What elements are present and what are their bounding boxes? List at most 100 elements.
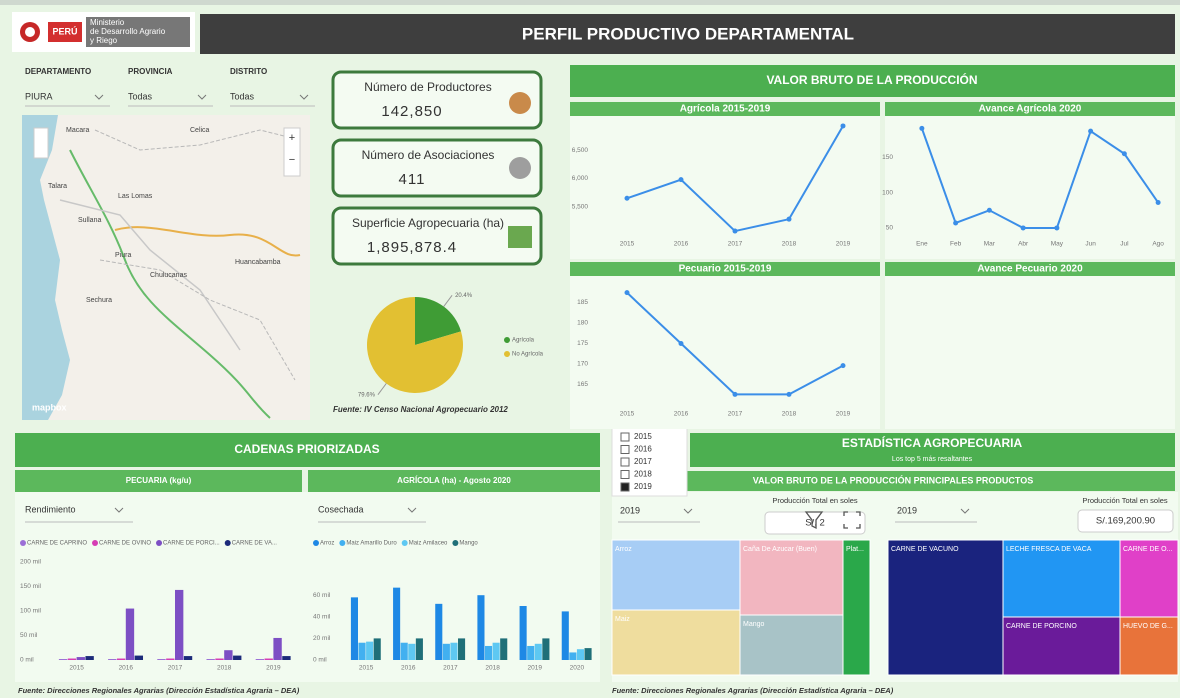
legend-label: Mango (459, 541, 478, 547)
legend-label: CARNE DE PORCI... (163, 541, 220, 547)
page-title: PERFIL PRODUCTIVO DEPARTAMENTAL (522, 24, 854, 43)
point (625, 196, 630, 201)
crest-inner (25, 27, 35, 37)
y-tick-label: 0 mil (313, 657, 327, 664)
map-place: Piura (115, 252, 131, 259)
bar (527, 646, 534, 660)
checkbox[interactable] (621, 471, 629, 479)
bar (477, 595, 484, 660)
filter-value: PIURA (25, 91, 53, 101)
bar (175, 590, 183, 660)
zoom-in[interactable]: + (289, 132, 295, 144)
tile-label: CARNE DE O... (1123, 546, 1172, 553)
source: Fuente: IV Censo Nacional Agropecuario 2… (333, 405, 508, 414)
legend-swatch (402, 540, 408, 546)
ministry-line: de Desarrollo Agrario (90, 27, 166, 36)
x-tick-label: 2017 (728, 411, 743, 418)
checkbox[interactable] (621, 458, 629, 466)
bar (374, 638, 381, 660)
kpi-value: 142,850 (381, 103, 442, 120)
x-tick-label: 2017 (728, 241, 743, 248)
point (1021, 225, 1026, 230)
bar (569, 652, 576, 660)
tile-label: Plat... (846, 546, 864, 553)
treemap-tile (888, 540, 1003, 675)
panel (15, 492, 600, 682)
map-controls[interactable] (34, 128, 48, 158)
legend-swatch (313, 540, 319, 546)
tile-label: HUEVO DE G... (1123, 623, 1173, 630)
section-subtitle: Los top 5 más resaltantes (892, 456, 973, 463)
year-option: 2018 (634, 470, 652, 479)
source: Fuente: Direcciones Regionales Agrarias … (18, 686, 300, 695)
x-tick-label: Jun (1085, 241, 1096, 248)
y-tick-label: 150 (882, 154, 893, 161)
field-icon (508, 226, 532, 248)
bar (215, 659, 223, 660)
section-title: ESTADÍSTICA AGROPECUARIA (842, 435, 1023, 450)
bar (500, 638, 507, 660)
brand: PERÚ (52, 25, 77, 36)
zoom-out[interactable]: − (289, 154, 295, 166)
chart-title: Pecuario 2015-2019 (679, 264, 772, 275)
kpi-label: Superficie Agropecuaria (ha) (352, 216, 504, 230)
kpi-cards (333, 72, 541, 264)
farmer-icon (509, 92, 531, 114)
bar (68, 659, 76, 660)
bar (85, 656, 93, 660)
y-tick-label: 5,500 (572, 203, 589, 210)
bar (265, 659, 273, 660)
bar (59, 659, 67, 660)
bar (77, 657, 85, 660)
section-title: VALOR BRUTO DE LA PRODUCCIÓN PRINCIPALES… (753, 474, 1034, 485)
filter-label: PROVINCIA (128, 67, 173, 76)
x-tick-label: 2019 (266, 665, 281, 672)
x-tick-label: Jul (1120, 241, 1129, 248)
x-tick-label: 2019 (836, 241, 851, 248)
point (1088, 129, 1093, 134)
tile-label: CARNE DE PORCINO (1006, 623, 1077, 630)
chart-title: Avance Pecuario 2020 (977, 264, 1083, 275)
tile-label: Mango (743, 621, 765, 628)
x-tick-label: 2015 (359, 665, 374, 672)
point (787, 217, 792, 222)
legend-label: Arroz (320, 541, 334, 547)
bar (166, 659, 174, 660)
map[interactable]: + − (22, 115, 310, 420)
point (733, 229, 738, 234)
bar (117, 659, 125, 660)
filter-value: Rendimiento (25, 504, 76, 514)
checkbox[interactable] (621, 433, 629, 441)
point (733, 392, 738, 397)
bar (535, 644, 542, 660)
point (679, 177, 684, 182)
kpi-value: 411 (399, 171, 426, 188)
y-tick-label: 0 mil (20, 657, 34, 664)
point (625, 290, 630, 295)
filter-value: Cosechada (318, 504, 364, 514)
tile-label: CARNE DE VACUNO (891, 546, 959, 553)
year-option: 2016 (634, 445, 652, 454)
y-tick-label: 165 (577, 381, 588, 388)
checkbox[interactable] (621, 483, 629, 491)
bar (108, 659, 116, 660)
x-tick-label: 2018 (782, 411, 797, 418)
bar (542, 638, 549, 660)
chart-title: Agrícola 2015-2019 (680, 104, 771, 115)
bar (408, 644, 415, 660)
point (841, 363, 846, 368)
legend-label: CARNE DE VA... (232, 541, 278, 547)
filter-label: DEPARTAMENTO (25, 67, 91, 76)
legend-swatch (504, 337, 510, 343)
checkbox[interactable] (621, 446, 629, 454)
y-tick-label: 50 (886, 225, 894, 232)
x-tick-label: Ago (1152, 241, 1164, 248)
total-value: S/.169,200.90 (1096, 516, 1155, 527)
x-tick-label: 2019 (528, 665, 543, 672)
year-option: 2019 (634, 482, 652, 491)
bar (450, 643, 457, 660)
y-tick-label: 170 (577, 361, 588, 368)
bar (184, 656, 192, 660)
bar (256, 659, 264, 660)
chart-title: PECUARIA (kg/u) (126, 476, 192, 485)
